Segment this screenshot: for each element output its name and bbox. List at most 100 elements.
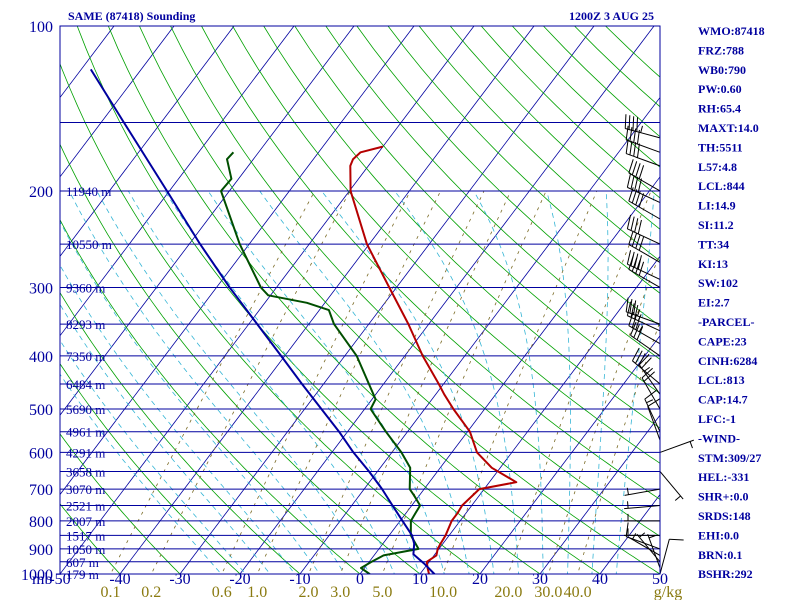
barb-staff: [628, 172, 661, 192]
temperature-tick-label: 0: [356, 571, 364, 588]
wind-barb: [625, 125, 661, 153]
wind-barb: [659, 439, 694, 453]
barb-feather: [630, 251, 635, 266]
barb-feather: [628, 230, 634, 245]
barb-feather: [636, 117, 639, 132]
barb-staff: [647, 406, 661, 441]
barb-feather: [630, 174, 635, 190]
isotherm: [60, 26, 415, 496]
moist-adiabat: [321, 190, 495, 574]
barb-feather: [630, 303, 635, 318]
barb-feather: [634, 304, 639, 320]
barb-feather: [635, 163, 641, 178]
mixing-ratio-label: 10.0: [429, 584, 457, 600]
barb-feather: [625, 297, 629, 312]
index-line: CINH:6284: [698, 354, 757, 368]
isotherm: [60, 26, 235, 257]
index-line: SRDS:148: [698, 509, 751, 523]
wind-barb: [624, 528, 660, 536]
barb-staff: [644, 398, 661, 432]
dry-adiabat: [263, 26, 660, 429]
mixing-ratio-label: 3.0: [330, 584, 350, 600]
barb-feather: [628, 159, 634, 174]
dry-adiabat: [356, 26, 660, 327]
moist-adiabat: [60, 339, 247, 574]
isotherm: [539, 414, 660, 574]
barb-feather: [634, 218, 639, 233]
barb-feather: [630, 216, 635, 231]
barb-staff: [625, 128, 661, 139]
height-label: 4961 m: [66, 425, 105, 440]
wind-barb: [631, 347, 661, 385]
barb-feather: [625, 125, 629, 141]
pressure-tick-label: 200: [29, 184, 53, 201]
height-label: 1050 m: [66, 542, 105, 557]
mixing-ratio-label: 1.0: [247, 584, 267, 600]
pressure-tick-label: 600: [29, 445, 53, 462]
wind-barb: [626, 173, 661, 204]
wind-barb: [628, 159, 661, 192]
barb-feather: [637, 255, 642, 270]
isotherm: [479, 335, 660, 574]
index-line: LCL:844: [698, 179, 745, 193]
temperature-tick-label: -50: [49, 571, 70, 588]
wind-barb: [626, 250, 661, 280]
pressure-tick-label: 800: [29, 514, 53, 531]
temperature-tick-label: -40: [109, 571, 130, 588]
dry-adiabat: [325, 26, 660, 360]
index-line: EI:2.7: [698, 296, 730, 310]
barb-staff: [628, 537, 661, 556]
moist-adiabat: [96, 190, 370, 574]
isotherm: [419, 255, 660, 574]
moist-adiabat: [127, 190, 395, 574]
wind-barb: [644, 390, 661, 432]
barb-feather: [626, 250, 632, 265]
dry-adiabat: [170, 26, 660, 537]
height-label: 4291 m: [66, 445, 105, 460]
barb-staff: [627, 186, 661, 204]
barb-feather: [635, 191, 641, 206]
barb-half-feather: [646, 399, 654, 404]
isobars: [60, 121, 660, 575]
index-line: SW:102: [698, 276, 738, 290]
isotherm: [60, 26, 475, 574]
index-line: -WIND-: [698, 431, 740, 445]
dewpoint-profile: [220, 151, 422, 574]
barb-staff: [626, 153, 661, 167]
dry-adiabat: [60, 363, 241, 574]
mixing-ratio-line: [150, 190, 351, 574]
temperature-tick-label: 10: [412, 571, 428, 588]
chart-title: SAME (87418) Sounding: [68, 9, 195, 23]
barb-half-feather: [626, 487, 629, 495]
barb-feather: [635, 350, 643, 364]
barb-feather: [633, 324, 640, 338]
mixing-ratio-label: 5.0: [372, 584, 392, 600]
index-line: MAXT:14.0: [698, 121, 759, 135]
barb-feather: [637, 178, 642, 193]
barb-feather: [626, 301, 632, 316]
moist-adiabat: [60, 373, 222, 574]
barb-feather: [631, 313, 638, 328]
barb-half-feather: [627, 501, 629, 509]
temperature-tick-label: 40: [592, 571, 608, 588]
barb-feather: [628, 115, 631, 130]
isotherm: [60, 26, 175, 178]
mixing-ratio-label: 2.0: [299, 584, 319, 600]
index-line: PW:0.60: [698, 82, 742, 96]
wind-barb: [624, 114, 661, 139]
dry-adiabat: [60, 433, 181, 574]
index-line: L57:4.8: [698, 160, 737, 174]
barb-feather: [638, 236, 645, 251]
index-line: KI:13: [698, 257, 728, 271]
isotherm: [60, 26, 295, 337]
index-line: WMO:87418: [698, 24, 765, 38]
temperature-tick-label: 20: [472, 571, 488, 588]
wind-barb: [626, 301, 661, 332]
dry-adiabat: [76, 26, 541, 574]
mixing-ratio-label: 0.6: [212, 584, 232, 600]
dry-adiabat: [60, 62, 481, 574]
barb-feather: [631, 161, 638, 176]
barb-feather: [633, 142, 637, 157]
moist-adiabat: [259, 190, 470, 574]
moist-adiabat: [68, 190, 345, 574]
